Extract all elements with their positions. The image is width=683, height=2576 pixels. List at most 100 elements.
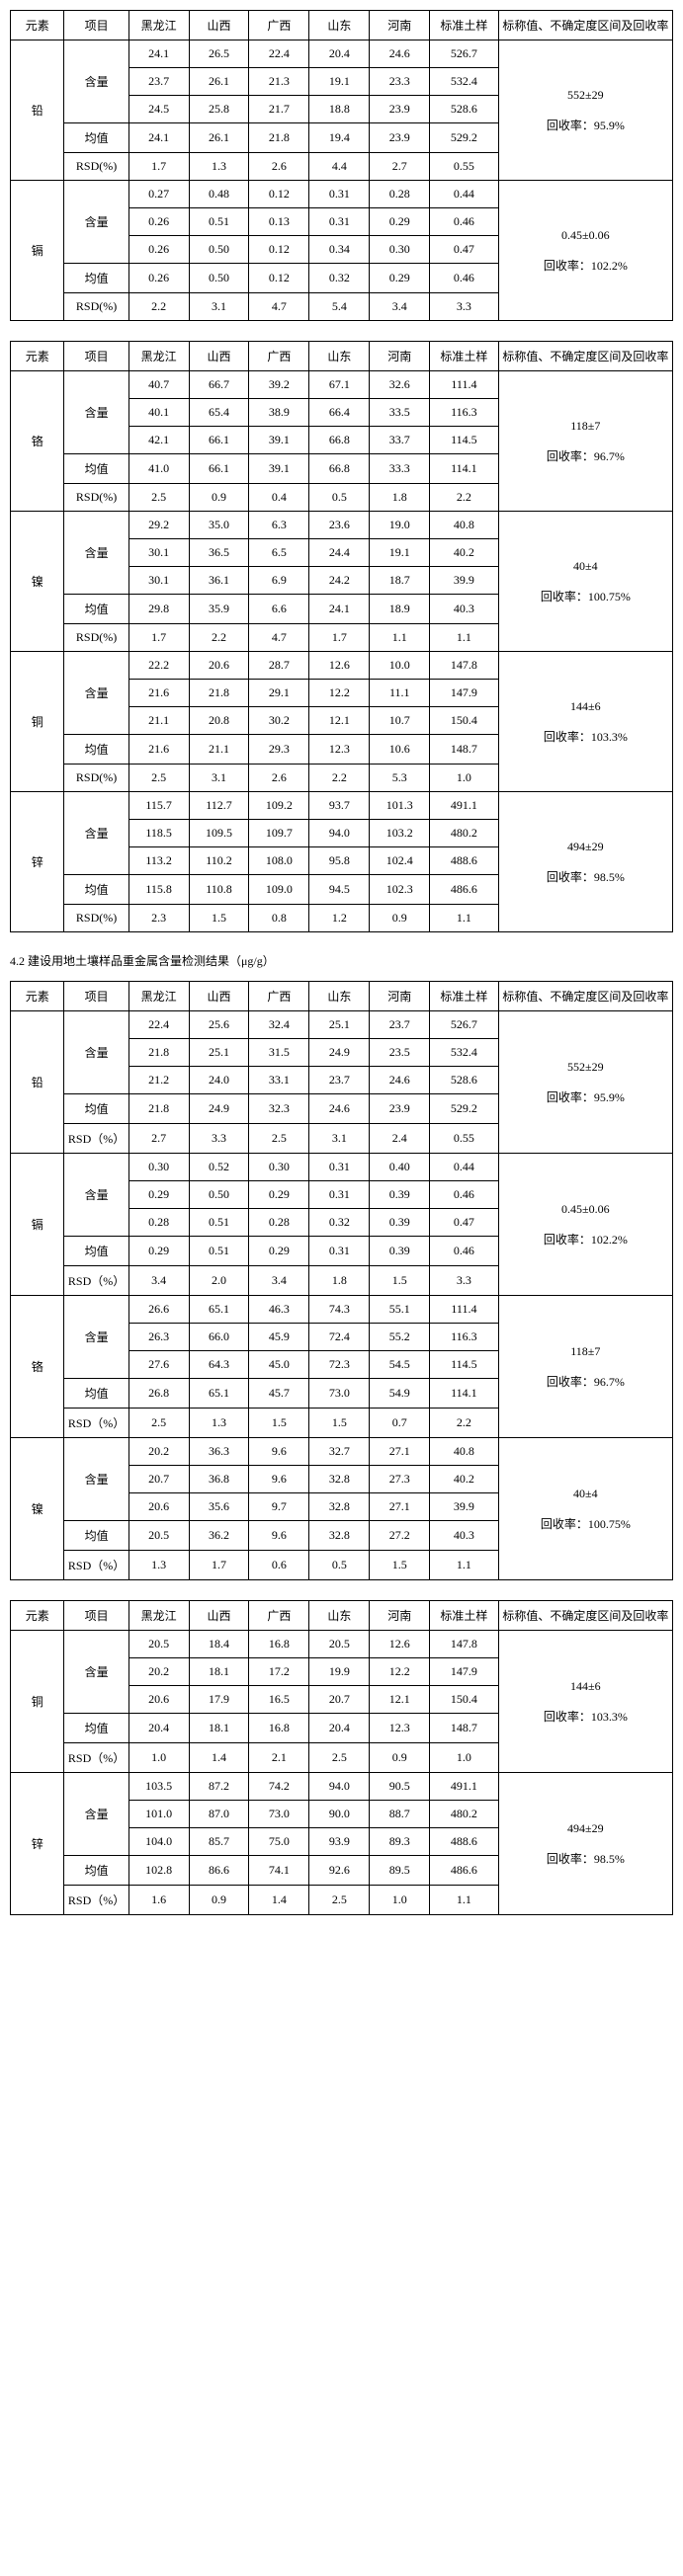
data-cell: 1.2 [309,905,370,932]
data-cell: 1.5 [370,1551,430,1580]
data-cell: 21.8 [128,1039,189,1067]
data-cell: 39.1 [249,427,309,454]
row-label-rsd: RSD（%） [64,1124,128,1154]
data-cell: 23.6 [309,512,370,539]
data-cell: 0.5 [309,484,370,512]
data-cell: 39.1 [249,454,309,484]
tables-container: 元素项目黑龙江山西广西山东河南标准土样标称值、不确定度区间及回收率铅含量24.1… [10,10,673,1915]
data-cell: 18.8 [309,96,370,123]
data-cell: 45.0 [249,1351,309,1379]
data-cell: 2.5 [128,484,189,512]
data-cell: 0.9 [189,1886,249,1915]
element-name: 镍 [11,1438,64,1580]
data-cell: 2.6 [249,153,309,181]
data-cell: 30.2 [249,707,309,735]
data-cell: 21.7 [249,96,309,123]
nominal-value: 118±7 [501,419,670,434]
data-cell: 20.2 [128,1438,189,1466]
recovery-value: 回收率：103.3% [501,728,670,745]
data-cell: 27.2 [370,1521,430,1551]
data-cell: 491.1 [430,792,498,820]
element-name: 镉 [11,1154,64,1296]
data-cell: 25.6 [189,1011,249,1039]
data-cell: 0.7 [370,1409,430,1438]
data-cell: 24.9 [189,1094,249,1124]
header-std: 标准土样 [430,982,498,1011]
row-label-rsd: RSD（%） [64,1551,128,1580]
data-cell: 1.7 [128,153,189,181]
data-cell: 109.7 [249,820,309,847]
data-cell: 11.1 [370,680,430,707]
data-cell: 36.2 [189,1521,249,1551]
header-region: 山东 [309,342,370,371]
row-label-content: 含量 [64,1773,128,1856]
data-cell: 20.6 [128,1686,189,1714]
data-cell: 25.1 [309,1011,370,1039]
data-cell: 17.2 [249,1658,309,1686]
data-cell: 95.8 [309,847,370,875]
data-cell: 23.9 [370,123,430,153]
data-table: 元素项目黑龙江山西广西山东河南标准土样标称值、不确定度区间及回收率铅含量22.4… [10,981,673,1580]
data-cell: 1.7 [128,624,189,652]
data-cell: 0.31 [309,1154,370,1181]
data-cell: 19.0 [370,512,430,539]
data-cell: 101.0 [128,1801,189,1828]
data-cell: 26.6 [128,1296,189,1324]
header-item: 项目 [64,982,128,1011]
data-cell: 147.9 [430,680,498,707]
data-cell: 26.5 [189,40,249,68]
data-cell: 2.3 [128,905,189,932]
data-cell: 0.29 [128,1237,189,1266]
data-cell: 0.28 [128,1209,189,1237]
nominal-value: 0.45±0.06 [501,1202,670,1217]
data-cell: 20.5 [128,1521,189,1551]
data-cell: 147.8 [430,1631,498,1658]
data-cell: 147.9 [430,1658,498,1686]
data-cell: 4.7 [249,624,309,652]
data-cell: 3.4 [370,293,430,321]
data-cell: 10.7 [370,707,430,735]
data-cell: 20.4 [309,40,370,68]
row-label-rsd: RSD(%) [64,624,128,652]
data-cell: 31.5 [249,1039,309,1067]
data-cell: 24.5 [128,96,189,123]
data-cell: 526.7 [430,1011,498,1039]
header-summary: 标称值、不确定度区间及回收率 [498,342,672,371]
data-cell: 6.3 [249,512,309,539]
data-cell: 101.3 [370,792,430,820]
summary-cell: 494±29回收率：98.5% [498,1773,672,1915]
recovery-value: 回收率：96.7% [501,1373,670,1390]
data-table: 元素项目黑龙江山西广西山东河南标准土样标称值、不确定度区间及回收率铜含量20.5… [10,1600,673,1915]
data-cell: 66.1 [189,454,249,484]
element-name: 铜 [11,1631,64,1773]
data-cell: 12.1 [370,1686,430,1714]
data-cell: 30.1 [128,539,189,567]
header-region: 山东 [309,982,370,1011]
header-region: 黑龙江 [128,1601,189,1631]
data-cell: 1.4 [249,1886,309,1915]
data-cell: 0.32 [309,264,370,293]
data-cell: 33.1 [249,1067,309,1094]
row-label-mean: 均值 [64,1094,128,1124]
row-label-rsd: RSD(%) [64,153,128,181]
data-cell: 18.9 [370,595,430,624]
data-cell: 94.0 [309,820,370,847]
data-cell: 54.5 [370,1351,430,1379]
data-cell: 24.2 [309,567,370,595]
data-cell: 110.2 [189,847,249,875]
data-cell: 24.9 [309,1039,370,1067]
summary-cell: 552±29回收率：95.9% [498,1011,672,1154]
data-cell: 1.5 [249,1409,309,1438]
data-cell: 491.1 [430,1773,498,1801]
data-cell: 0.28 [249,1209,309,1237]
data-cell: 118.5 [128,820,189,847]
data-cell: 115.7 [128,792,189,820]
data-cell: 16.8 [249,1631,309,1658]
data-cell: 23.3 [370,68,430,96]
summary-cell: 144±6回收率：103.3% [498,1631,672,1773]
data-cell: 0.51 [189,1209,249,1237]
data-cell: 27.3 [370,1466,430,1493]
data-cell: 0.50 [189,1181,249,1209]
data-cell: 116.3 [430,399,498,427]
data-cell: 114.1 [430,1379,498,1409]
